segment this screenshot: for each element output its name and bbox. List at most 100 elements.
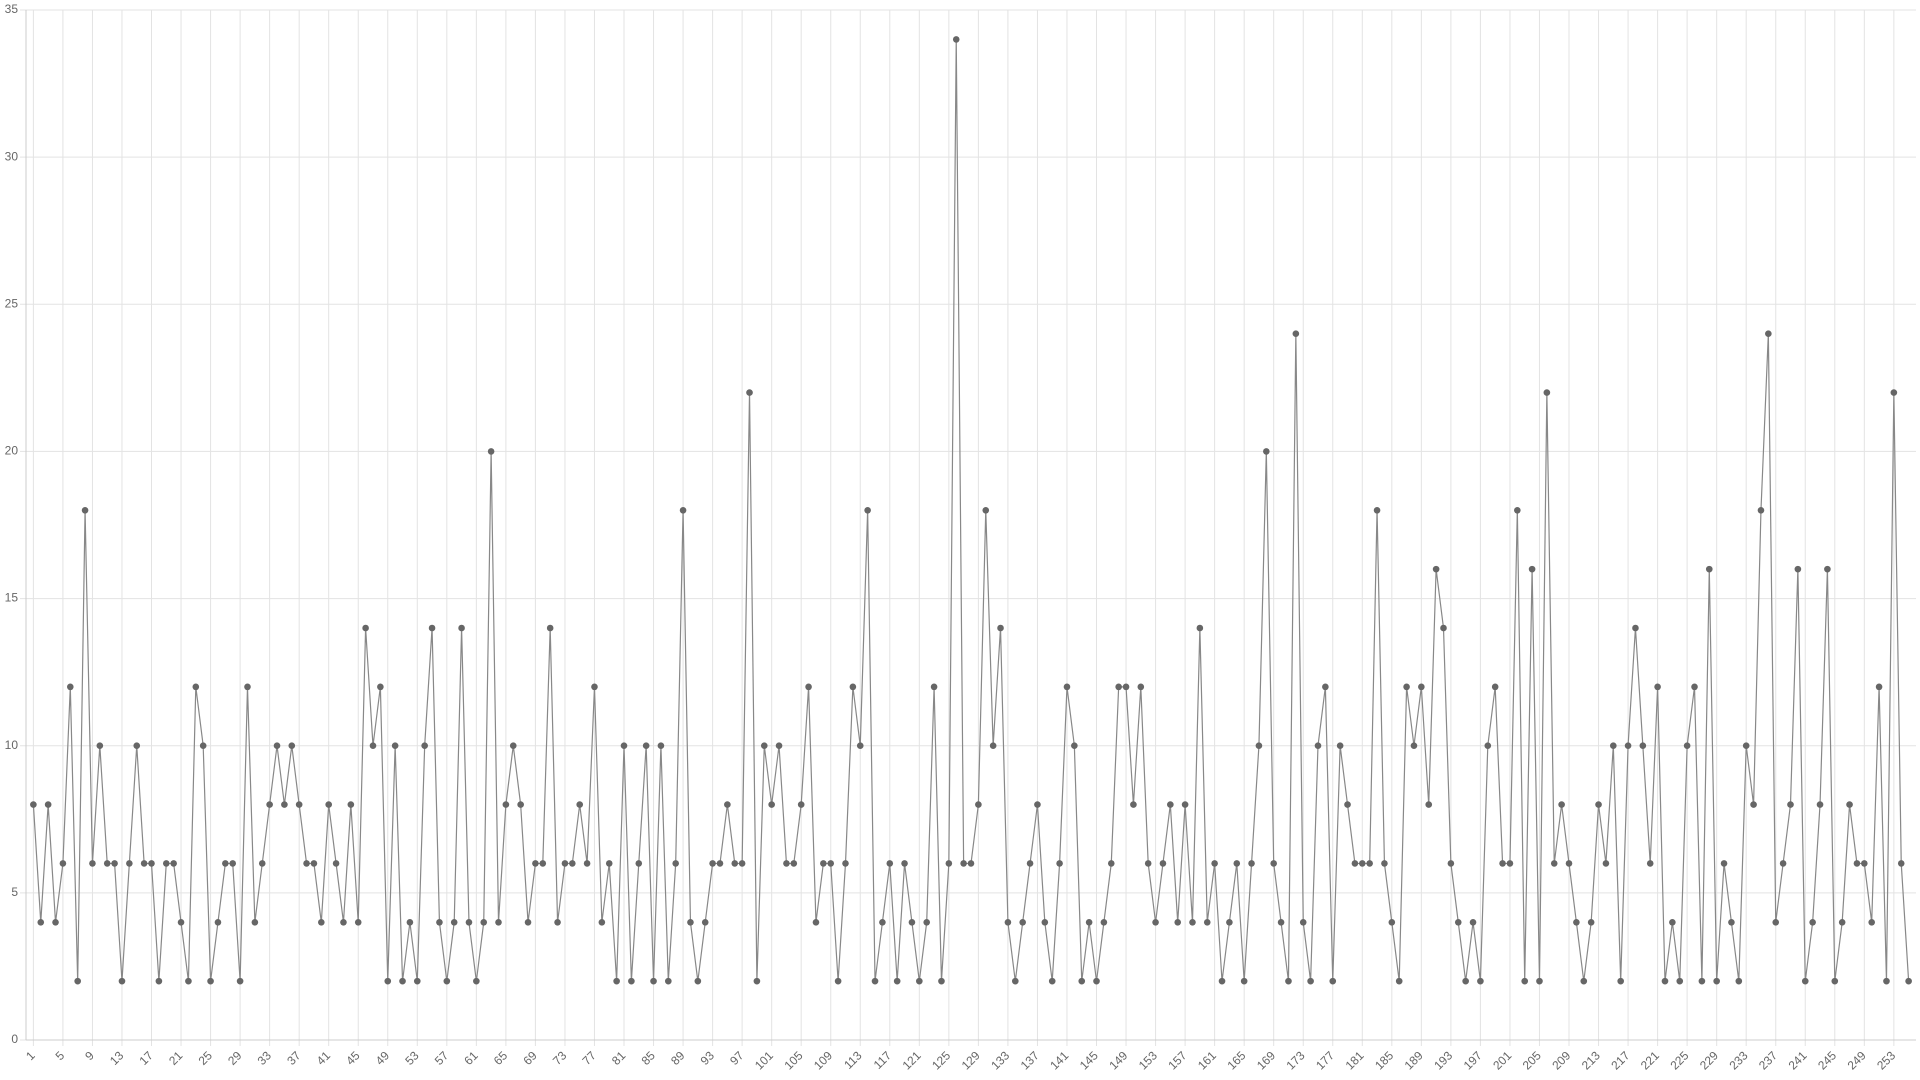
point	[1698, 977, 1706, 985]
point	[1905, 977, 1912, 985]
point	[1676, 977, 1684, 985]
point	[1034, 801, 1041, 808]
x-tick-label: 49	[373, 1048, 393, 1068]
point	[1403, 683, 1410, 691]
point	[945, 860, 953, 867]
point	[591, 683, 598, 691]
point	[89, 860, 96, 867]
x-tick-label: 69	[520, 1048, 540, 1068]
x-tick-label: 5	[53, 1048, 68, 1063]
point	[1366, 860, 1373, 867]
point	[310, 860, 318, 867]
point	[775, 742, 783, 750]
x-tick-label: 85	[639, 1048, 659, 1068]
point	[1336, 742, 1344, 750]
point	[1181, 801, 1189, 808]
point	[1211, 860, 1218, 867]
point	[391, 742, 399, 750]
point	[502, 801, 510, 808]
point	[406, 918, 414, 926]
point	[679, 506, 687, 514]
x-tick-label: 61	[461, 1048, 481, 1068]
y-tick-label: 15	[5, 591, 19, 605]
point	[842, 860, 849, 867]
point	[384, 977, 392, 985]
point	[170, 860, 177, 867]
point	[908, 918, 916, 926]
point	[1167, 801, 1174, 808]
x-tick-label: 17	[137, 1048, 157, 1068]
point	[1484, 742, 1492, 750]
x-tick-label: 41	[314, 1048, 334, 1068]
x-tick-label: 169	[1254, 1048, 1278, 1072]
point	[1838, 918, 1846, 926]
point	[1550, 860, 1558, 867]
point	[790, 860, 798, 867]
point	[1041, 918, 1049, 926]
point	[1159, 860, 1167, 867]
x-tick-label: 77	[579, 1048, 599, 1068]
point	[783, 860, 790, 867]
y-tick-label: 5	[11, 885, 18, 899]
point	[952, 36, 960, 43]
point	[768, 801, 775, 808]
point	[177, 918, 185, 926]
point	[753, 977, 761, 985]
point	[1233, 860, 1241, 867]
point	[901, 860, 908, 867]
point	[480, 918, 488, 926]
point	[1853, 860, 1861, 867]
point	[421, 742, 428, 750]
point	[487, 448, 495, 455]
point	[1100, 918, 1108, 926]
point	[251, 918, 259, 926]
point	[605, 860, 613, 867]
point	[1683, 742, 1691, 750]
x-tick-label: 129	[959, 1048, 983, 1072]
x-tick-label: 225	[1667, 1048, 1691, 1072]
point	[96, 742, 104, 750]
x-tick-label: 229	[1697, 1048, 1721, 1072]
point	[561, 860, 569, 867]
y-tick-label: 0	[11, 1032, 18, 1046]
point	[1691, 683, 1698, 691]
point	[458, 624, 465, 632]
x-tick-label: 161	[1195, 1048, 1219, 1072]
point	[1861, 860, 1868, 867]
point	[340, 918, 347, 926]
point	[1897, 860, 1905, 867]
point	[81, 506, 89, 514]
point	[1425, 801, 1433, 808]
point	[443, 977, 451, 985]
x-tick-label: 109	[811, 1048, 835, 1072]
x-tick-label: 9	[82, 1048, 97, 1063]
point	[1432, 565, 1440, 573]
x-tick-label: 29	[225, 1048, 245, 1068]
point	[1130, 801, 1137, 808]
point	[1218, 977, 1226, 985]
point	[1720, 860, 1728, 867]
point	[1831, 977, 1839, 985]
x-tick-label: 165	[1224, 1048, 1248, 1072]
point	[185, 977, 192, 985]
point	[805, 683, 812, 691]
x-tick-label: 25	[196, 1048, 216, 1068]
point	[52, 918, 59, 926]
point	[1093, 977, 1100, 985]
point	[642, 742, 650, 750]
point	[827, 860, 835, 867]
point	[546, 624, 554, 632]
point	[1004, 918, 1012, 926]
point	[1048, 977, 1056, 985]
point	[1255, 742, 1263, 750]
point	[938, 977, 945, 985]
point	[162, 860, 170, 867]
point	[1248, 860, 1255, 867]
point	[325, 801, 332, 808]
point	[1203, 918, 1211, 926]
point	[997, 624, 1004, 632]
point	[1344, 801, 1351, 808]
point	[1883, 977, 1890, 985]
point	[1765, 330, 1772, 338]
